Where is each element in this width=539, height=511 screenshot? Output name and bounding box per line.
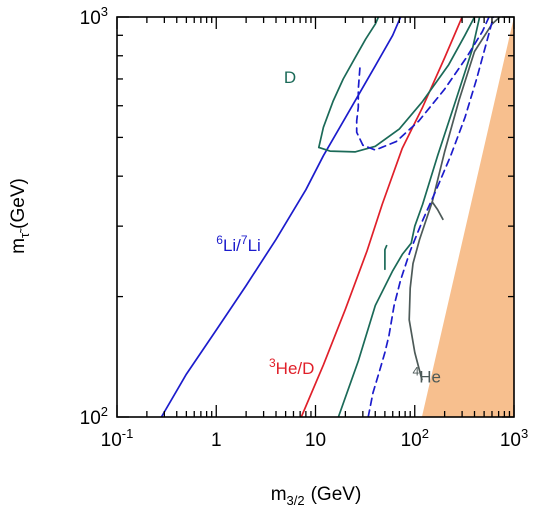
- curve-label-3: 3He/D: [269, 356, 314, 378]
- curve-label-4: 4He: [413, 364, 441, 386]
- series-li6li7: [160, 17, 402, 417]
- labels-layer: D 6Li/7Li 3He/D 4He: [216, 68, 441, 386]
- series-d-upper: [317, 17, 380, 149]
- x-tick-label: 102: [401, 426, 429, 451]
- y-tick-label: 102: [80, 404, 108, 429]
- y-axis-title: mτ̃(GeV): [8, 178, 32, 254]
- x-tick-label: 10-1: [101, 426, 134, 451]
- series-dashed-upper: [355, 17, 490, 151]
- series-d-notch: [384, 244, 388, 271]
- series-he3d: [300, 17, 463, 417]
- series-d-lower: [337, 17, 481, 417]
- y-tick-label: 103: [80, 4, 108, 29]
- x-tick-label: 10: [305, 430, 326, 451]
- curve-label-2: 6Li/7Li: [216, 233, 261, 255]
- series-dashed-lower: [367, 17, 495, 417]
- curves-layer: [160, 17, 501, 417]
- x-tick-label: 1: [211, 430, 222, 451]
- curve-label-1: D: [284, 68, 296, 87]
- series-he4: [408, 17, 501, 381]
- x-tick-label: 103: [500, 426, 528, 451]
- x-axis-title: m3/2 (GeV): [271, 484, 362, 508]
- excluded-region: [421, 17, 514, 417]
- series-d-loop: [317, 17, 476, 153]
- ticks-layer: 10-1 1 10 102 103 102 103: [80, 4, 529, 451]
- series-he4-inner: [431, 201, 444, 221]
- excluded-region-layer: [421, 17, 514, 417]
